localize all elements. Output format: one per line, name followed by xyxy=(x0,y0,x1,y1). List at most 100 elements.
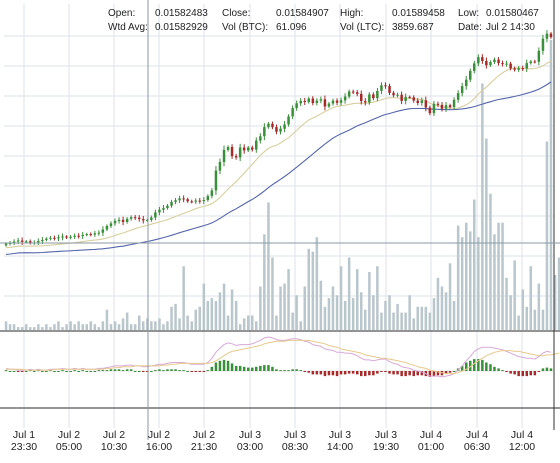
macd-histogram-bar xyxy=(319,371,323,375)
volume-bar xyxy=(428,312,432,330)
high-label: High: xyxy=(340,8,364,19)
candle-body xyxy=(364,101,367,103)
x-tick-day: Jul 2 xyxy=(148,429,170,441)
candle-body xyxy=(117,219,121,221)
candle-body xyxy=(513,68,516,70)
candle-body xyxy=(150,217,153,220)
volume-bar xyxy=(85,324,88,330)
candle-body xyxy=(194,200,197,202)
macd-histogram-bar xyxy=(49,370,52,372)
macd-histogram-bar xyxy=(489,364,492,371)
volume-bar xyxy=(20,327,24,330)
candle-body xyxy=(465,79,468,87)
candle-body xyxy=(166,205,169,209)
candle-body xyxy=(436,103,440,105)
candle-body xyxy=(481,57,484,61)
volume-bar xyxy=(174,303,177,330)
candle-body xyxy=(275,127,278,132)
macd-histogram-bar xyxy=(146,371,149,372)
macd-histogram-bar xyxy=(545,367,549,371)
candle-body xyxy=(448,105,452,108)
panel-separators xyxy=(0,0,560,430)
volume-bar xyxy=(271,257,274,330)
macd-histogram-bar xyxy=(206,370,210,372)
macd-histogram-bar xyxy=(154,370,157,372)
candle-body xyxy=(93,233,97,235)
volume-bar xyxy=(275,315,278,330)
macd-histogram-bar xyxy=(8,371,12,372)
volume-bar xyxy=(93,324,97,330)
candle-body xyxy=(158,209,161,213)
macd-histogram-bar xyxy=(267,365,270,371)
volume-bar xyxy=(436,277,440,330)
x-tick-day: Jul 4 xyxy=(420,429,442,441)
candle-body xyxy=(138,217,141,219)
candle-body xyxy=(489,62,492,66)
candle-body xyxy=(267,123,270,128)
volume-bar xyxy=(376,266,379,330)
close-label: Close: xyxy=(222,8,251,19)
volume-bar xyxy=(408,295,411,330)
volume-bar xyxy=(206,301,210,330)
volume-bar xyxy=(356,269,359,330)
macd-histogram-bar xyxy=(448,371,452,373)
macd-histogram-bar xyxy=(465,362,468,371)
volume-bar xyxy=(226,315,230,330)
macd-histogram-bar xyxy=(4,370,8,372)
macd-histogram-bar xyxy=(481,359,484,371)
volume-bar xyxy=(234,301,238,330)
candle-body xyxy=(85,234,88,236)
volume-bar xyxy=(287,269,290,330)
macd-histogram-bar xyxy=(238,365,242,371)
candle-body xyxy=(347,91,351,97)
volume-bar xyxy=(194,309,197,330)
candle-body xyxy=(206,196,210,200)
macd-histogram-bar xyxy=(549,368,553,371)
volume-bar xyxy=(517,315,520,330)
candle-body xyxy=(388,85,391,93)
candle-body xyxy=(339,100,343,103)
macd-histogram-bar xyxy=(388,371,391,374)
volume-bar xyxy=(319,280,323,330)
macd-histogram-bar xyxy=(351,371,355,374)
macd-histogram-bar xyxy=(279,370,282,372)
macd-histogram-bar xyxy=(400,371,403,377)
candle-body xyxy=(65,236,68,238)
volume-bar xyxy=(113,321,117,330)
volume-bar xyxy=(41,327,44,330)
candle-body xyxy=(121,219,125,222)
volume-bar xyxy=(230,289,234,330)
candle-body xyxy=(210,190,214,196)
volume-bar xyxy=(37,324,40,330)
volume-bar xyxy=(481,83,484,330)
volume-bar xyxy=(8,324,12,330)
candle-body xyxy=(456,93,460,100)
wtd-avg-label: Wtd Avg: xyxy=(108,22,148,33)
macd-histogram-bar xyxy=(129,369,133,371)
volume-bar xyxy=(295,295,298,330)
candle-body xyxy=(125,218,129,222)
candle-body xyxy=(162,208,165,210)
volume-bar xyxy=(45,324,48,330)
macd-histogram-bar xyxy=(287,370,290,372)
volume-bar xyxy=(69,321,72,330)
low-label: Low: xyxy=(458,8,480,19)
macd-histogram-bar xyxy=(45,371,48,372)
candle-body xyxy=(529,61,532,64)
candle-body xyxy=(251,147,254,150)
volume-bar xyxy=(444,292,448,330)
macd-histogram-bar xyxy=(412,371,415,377)
candle-body xyxy=(113,220,117,224)
volume-bar xyxy=(347,257,351,330)
candle-body xyxy=(45,238,48,240)
macd-histogram-bar xyxy=(275,369,278,371)
macd-histogram-bar xyxy=(85,371,88,372)
macd-histogram-bar xyxy=(323,371,327,377)
macd-histogram-bar xyxy=(214,362,218,371)
macd-histogram-bar xyxy=(444,371,448,374)
candle-body xyxy=(4,243,8,246)
candle-body xyxy=(61,236,64,238)
macd-histogram-bar xyxy=(408,371,411,376)
